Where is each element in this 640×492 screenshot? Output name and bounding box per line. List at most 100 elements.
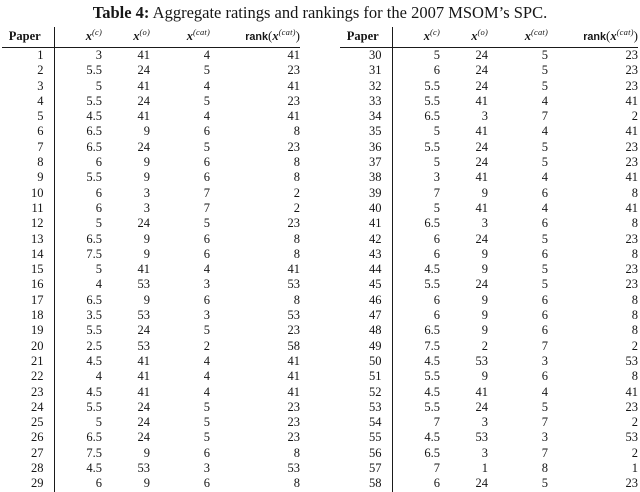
superscript-o: (o) [139,26,150,37]
xo-cell: 9 [143,292,150,307]
xo-cell: 3 [481,415,488,430]
xcat-cell: 4 [203,109,210,124]
xcat-cell: 4 [203,78,210,93]
rank-cell: 41 [287,109,301,124]
xo-cell: 3 [143,200,150,215]
table-row: 52 4.5 41 4 41 [340,384,638,400]
xo-cell: 3 [481,445,488,460]
xcat-cell: 5 [203,415,210,430]
xc-cell: 4.5 [86,461,102,476]
rank-cell: 53 [287,277,301,292]
paper-cell: 26 [2,430,55,446]
table-row: 57 7 1 8 1 [340,461,638,477]
paper-cell: 56 [340,445,393,462]
superscript-cat: (cat) [530,26,548,37]
xc-cell: 6 [433,231,440,246]
table-row: 27 7.5 9 6 8 [2,445,300,462]
paper-cell: 30 [340,47,393,64]
table-row: 15 5 41 4 41 [2,262,301,278]
xc-cell: 6 [433,476,440,491]
xo-cell: 24 [475,476,489,491]
xo-cell: 9 [143,476,150,491]
table-row: 8 6 9 6 8 [2,155,300,171]
xo-cell: 41 [475,124,489,139]
rank-cell: 41 [287,262,301,277]
xcat-cell: 4 [203,353,210,368]
paper-cell: 32 [340,78,393,94]
xo-cell: 41 [137,384,151,399]
xcat-cell: 5 [203,323,210,338]
table-row: 44 4.5 9 5 23 [340,262,638,278]
col-header-rank: rank(x(cat)) [210,27,300,48]
paper-cell: 29 [2,476,55,492]
xc-cell: 5.5 [86,63,102,78]
table-row: 30 5 24 5 23 [340,47,638,64]
table-row: 9 5.5 9 6 8 [2,170,300,186]
xc-cell: 4.5 [424,430,440,445]
paper-cell: 55 [340,430,393,446]
rank-cell: 2 [631,338,638,353]
xo-cell: 3 [143,185,150,200]
xc-cell: 6 [433,308,440,323]
paper-cell: 46 [340,292,393,309]
xo-cell: 24 [475,277,489,292]
rank-cell: 8 [631,292,638,307]
table-row: 39 7 9 6 8 [340,185,638,201]
x-symbol: x [524,29,531,43]
header-row: Paper x(c) x(o) x(cat) rank(x(cat)) [2,27,300,48]
xcat-cell: 6 [203,292,210,307]
close-paren: ) [633,28,638,43]
rank-cell: 53 [287,461,301,476]
table-row: 38 3 41 4 41 [340,170,639,186]
xcat-cell: 3 [541,353,548,368]
table-row: 45 5.5 24 5 23 [340,277,638,293]
rank-cell: 2 [631,415,638,430]
rank-cell: 2 [631,109,638,124]
rank-cell: 8 [631,185,638,200]
xc-cell: 6.5 [86,292,102,307]
xo-cell: 9 [143,246,150,261]
table-row: 49 7.5 2 7 2 [340,338,638,354]
xcat-cell: 5 [203,399,210,414]
xcat-cell: 6 [541,308,548,323]
superscript-cat: (cat) [278,26,296,37]
table-row: 56 6.5 3 7 2 [340,445,638,462]
superscript-cat: (cat) [192,26,210,37]
xcat-cell: 4 [203,262,210,277]
table-row: 29 6 9 6 8 [2,476,300,492]
xcat-cell: 5 [541,48,548,62]
rank-cell: 8 [631,246,638,261]
rank-cell: 41 [625,200,639,215]
table-row: 16 4 53 3 53 [2,277,301,293]
paper-cell: 4 [2,93,55,110]
xo-cell: 53 [137,308,151,323]
table-row: 17 6.5 9 6 8 [2,292,300,309]
xo-cell: 24 [137,63,151,78]
xcat-cell: 6 [203,476,210,491]
xc-cell: 4.5 [424,262,440,277]
xcat-cell: 6 [203,246,210,261]
paper-cell: 41 [340,216,393,232]
paper-cell: 58 [340,476,393,492]
table-row: 58 6 24 5 23 [340,476,638,492]
rank-cell: 23 [625,63,639,78]
open-paren: ( [606,28,611,43]
xo-cell: 24 [137,430,151,445]
xcat-cell: 6 [541,323,548,338]
table-body-right: 30 5 24 5 23 31 6 24 5 23 32 5.5 24 5 23 33 5.5 41 4 41 34 6.… [340,47,639,492]
rank-cell: 41 [287,384,301,399]
rank-cell: 41 [625,170,639,185]
x-symbol: x [85,29,92,43]
xo-cell: 24 [475,78,489,93]
xo-cell: 24 [475,231,489,246]
superscript-c: (c) [429,26,440,37]
table-row: 20 2.5 53 2 58 [2,338,300,354]
tables-container: Paper x(c) x(o) x(cat) rank(x(cat)) 1 3 41… [0,27,640,492]
table-header: Paper x(c) x(o) x(cat) rank(x(cat)) [340,27,638,48]
paper-cell: 34 [340,109,393,125]
col-header-xo: x(o) [440,27,488,48]
rank-cell: 23 [287,399,301,414]
xc-cell: 5.5 [424,93,440,108]
rank-cell: 41 [625,93,639,108]
xc-cell: 6.5 [424,323,440,338]
